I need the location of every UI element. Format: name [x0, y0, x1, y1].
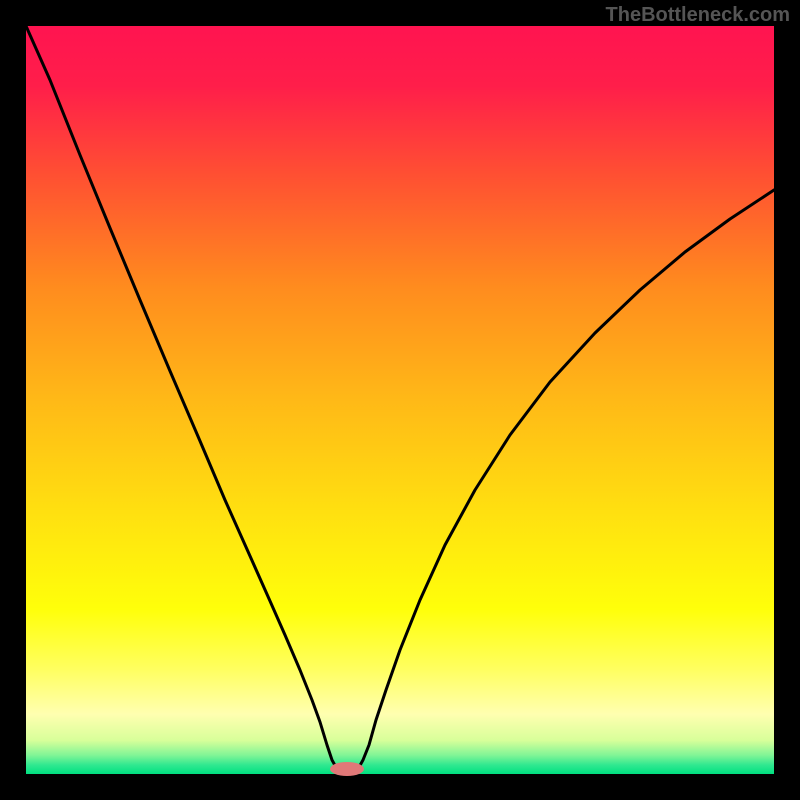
bottleneck-chart	[0, 0, 800, 800]
chart-canvas: TheBottleneck.com	[0, 0, 800, 800]
watermark-text: TheBottleneck.com	[606, 4, 790, 27]
chart-background	[26, 26, 774, 774]
minimum-marker	[330, 762, 364, 776]
